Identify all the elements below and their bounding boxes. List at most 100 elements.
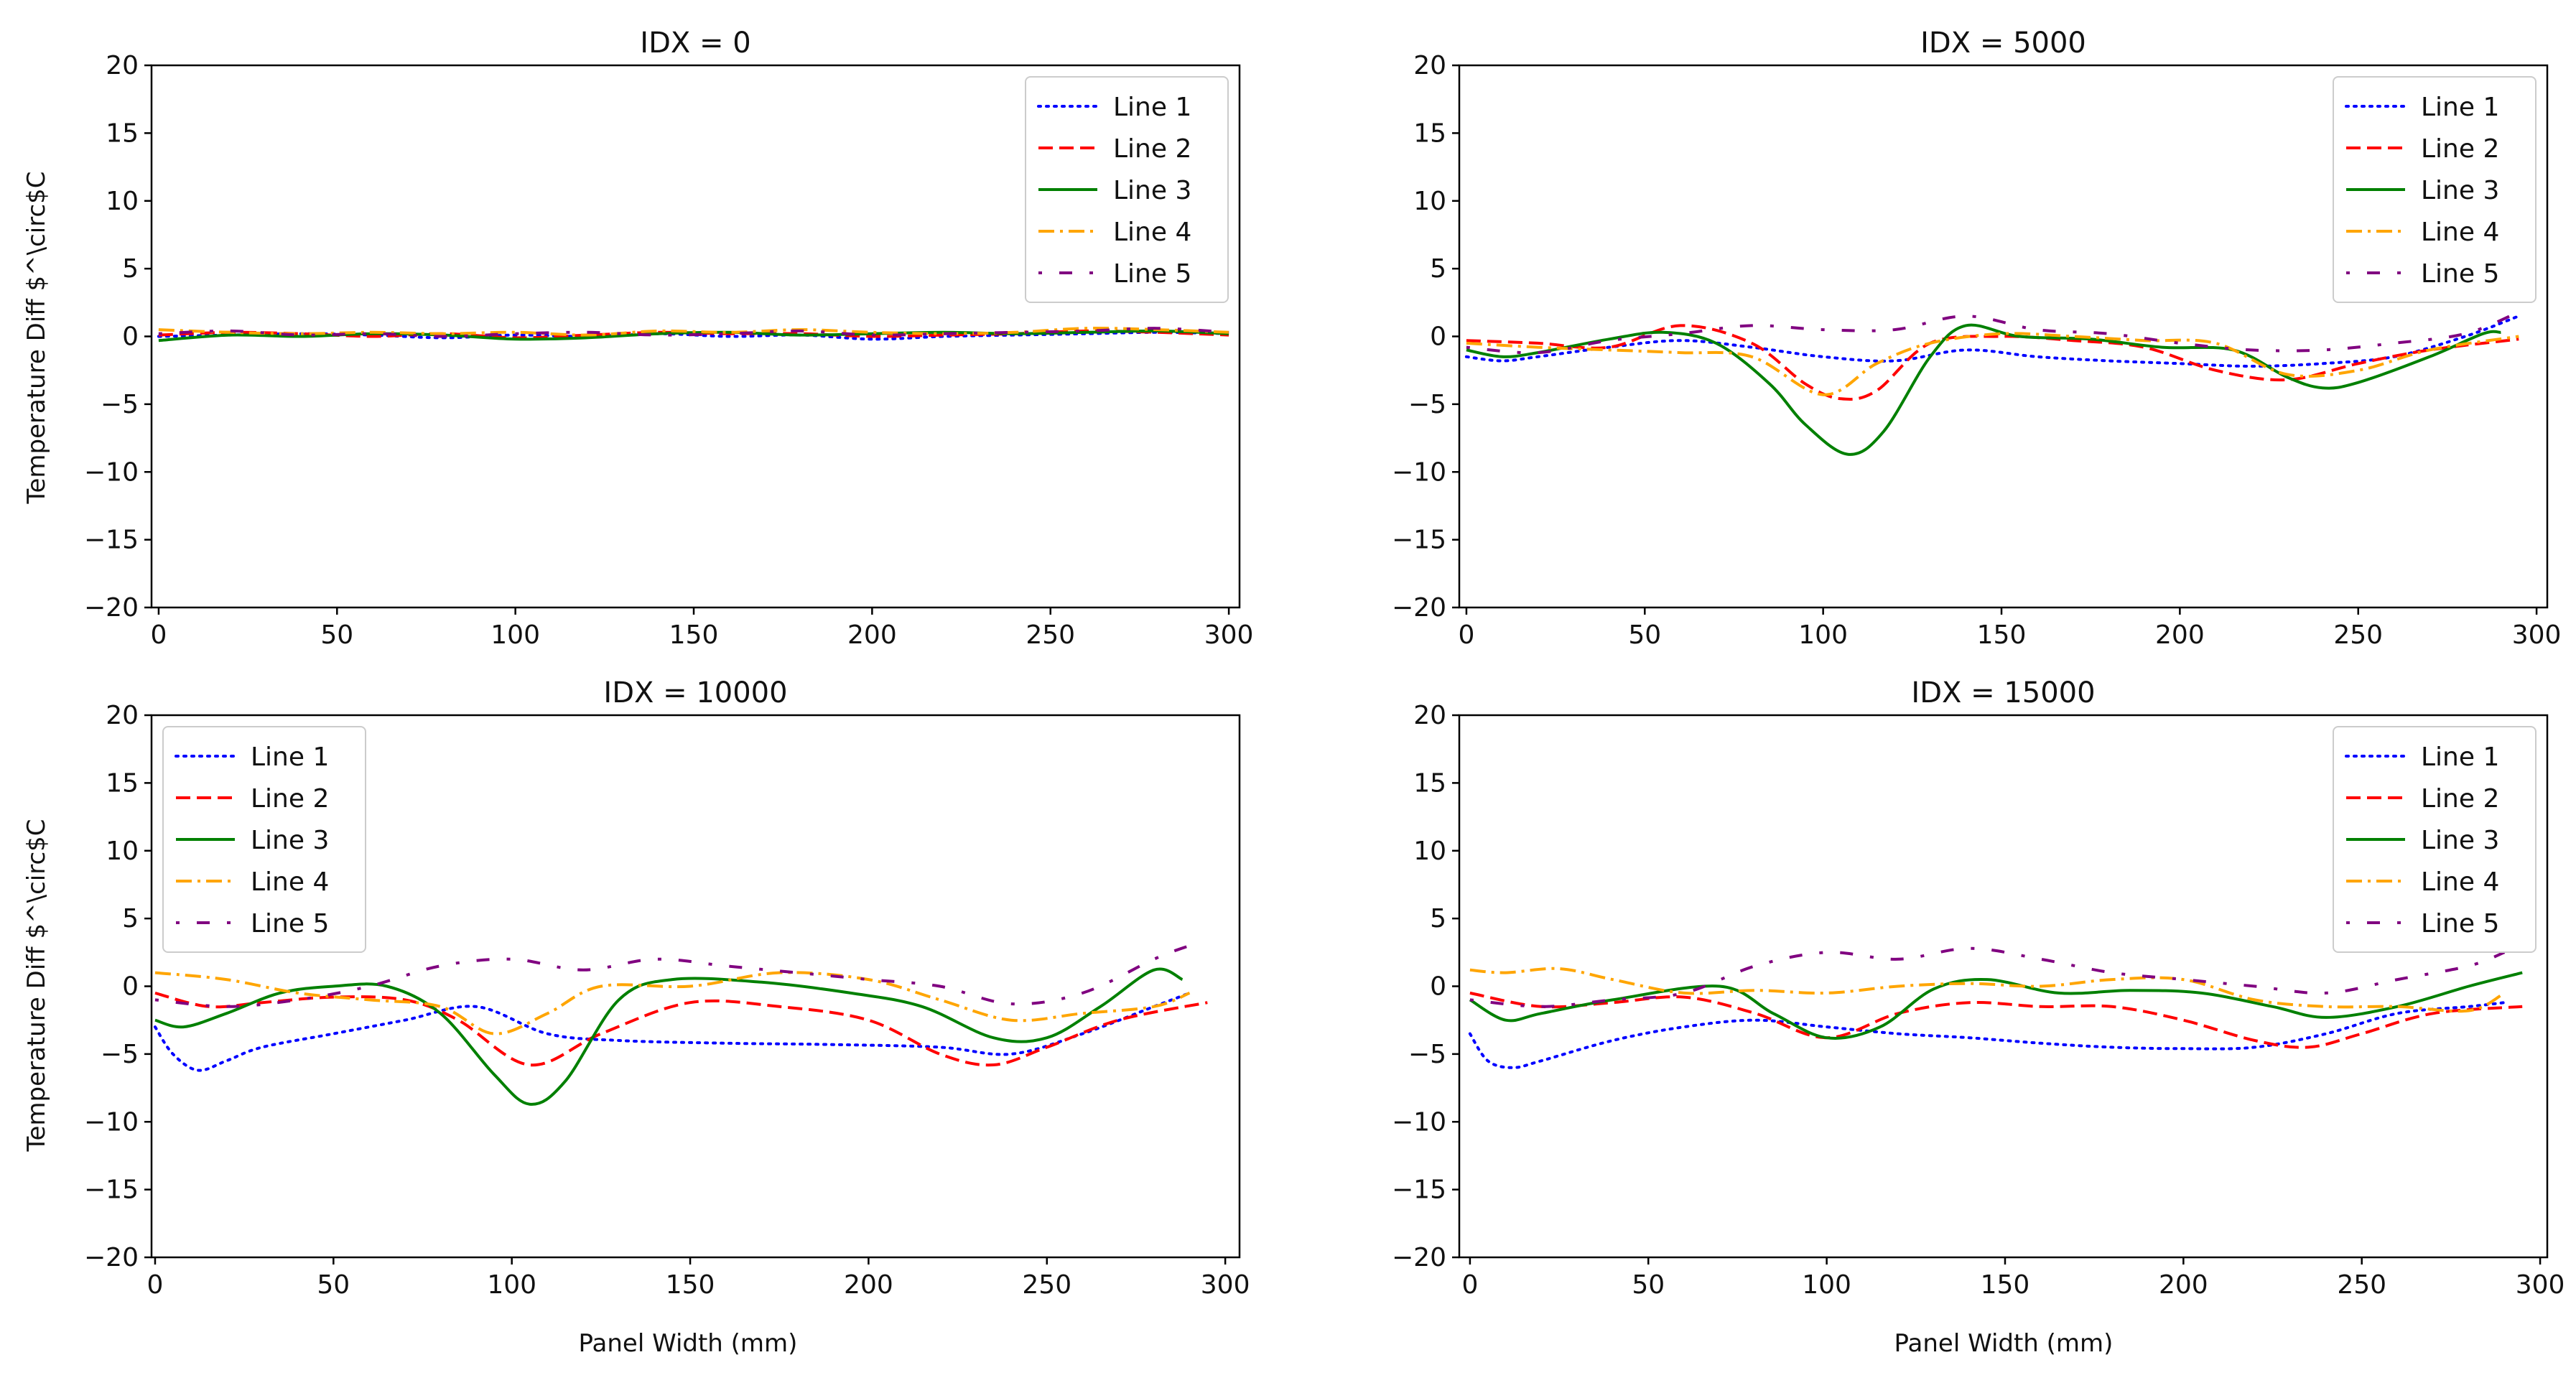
- y-tick-label: 0: [122, 322, 139, 352]
- legend-label-4: Line 4: [251, 867, 329, 897]
- legend-label-1: Line 1: [2421, 742, 2499, 772]
- series-line-3: [154, 967, 1184, 1106]
- legend-box: [2333, 76, 2537, 303]
- y-tick-label: 15: [106, 768, 139, 798]
- x-tick-label: 50: [320, 620, 353, 650]
- y-tick-label: −20: [1392, 1243, 1446, 1272]
- x-tick-label: 100: [1802, 1270, 1851, 1300]
- y-tick-label: −10: [1392, 1107, 1446, 1137]
- legend-label-1: Line 1: [251, 742, 329, 772]
- x-axis-label-right: Panel Width (mm): [1894, 1329, 2114, 1358]
- y-tick-label: 15: [1413, 118, 1446, 148]
- y-tick-label: 0: [122, 972, 139, 1002]
- legend-label-1: Line 1: [2421, 93, 2499, 122]
- subplot-title: IDX = 0: [640, 27, 750, 60]
- y-tick-label: 5: [122, 254, 139, 284]
- y-tick-label: −15: [1392, 526, 1446, 555]
- x-tick-label: 50: [317, 1270, 350, 1300]
- subplot-title: IDX = 15000: [1911, 676, 2095, 709]
- legend-box: [1025, 76, 1229, 303]
- legend-label-1: Line 1: [1113, 93, 1191, 122]
- x-tick-label: 0: [1461, 1270, 1478, 1300]
- y-tick-label: 20: [106, 701, 139, 730]
- series-line-1: [1464, 315, 2521, 368]
- x-tick-label: 300: [2516, 1270, 2565, 1300]
- subplot-idx-0: IDX = 0 0 50 100 150 200 250 300 −20 −15 −10 −5 0 5 10…: [84, 27, 1253, 650]
- y-tick-label: −15: [1392, 1175, 1446, 1205]
- legend-label-2: Line 2: [2421, 784, 2499, 814]
- x-tick-label: 250: [1022, 1270, 1071, 1300]
- series-line-3: [1469, 971, 2523, 1040]
- y-tick-label: 0: [1430, 972, 1446, 1002]
- series-line-5: [1466, 310, 2520, 355]
- x-tick-label: 250: [1026, 620, 1075, 650]
- y-tick-label: 20: [1413, 701, 1446, 730]
- y-tick-label: −10: [84, 1107, 139, 1137]
- series-line-5: [158, 327, 1229, 338]
- legend-label-2: Line 2: [251, 784, 329, 814]
- y-tick-label: 0: [1430, 322, 1446, 352]
- y-tick-label: 10: [106, 187, 139, 216]
- y-tick-label: 5: [1430, 904, 1446, 933]
- y-tick-label: −5: [101, 1040, 139, 1069]
- legend: Line 1 Line 2 Line 3 Line 4 Line 5: [2333, 726, 2537, 953]
- x-tick-label: 300: [1204, 620, 1254, 650]
- x-tick-label: 150: [1981, 1270, 2030, 1300]
- x-tick-label: 150: [669, 620, 719, 650]
- y-tick-label: 20: [1413, 51, 1446, 80]
- legend-label-3: Line 3: [1113, 176, 1191, 205]
- series-group: [1468, 946, 2523, 1069]
- x-tick-label: 250: [2333, 620, 2383, 650]
- legend-box: [162, 726, 366, 953]
- subplot-title: IDX = 5000: [1920, 27, 2086, 60]
- y-tick-label: 5: [122, 904, 139, 933]
- x-tick-label: 300: [2512, 620, 2562, 650]
- legend-label-4: Line 4: [2421, 218, 2499, 247]
- legend-label-5: Line 5: [2421, 259, 2499, 289]
- x-axis-label-left: Panel Width (mm): [579, 1329, 798, 1358]
- series-group: [1464, 310, 2521, 456]
- y-axis-label-top: Temperature Diff $^\circ$C: [22, 171, 51, 504]
- series-line-4: [154, 971, 1191, 1035]
- legend-label-4: Line 4: [1113, 218, 1191, 247]
- x-tick-label: 50: [1628, 620, 1661, 650]
- y-tick-label: 10: [1413, 837, 1446, 866]
- legend: Line 1 Line 2 Line 3 Line 4 Line 5: [2333, 76, 2537, 303]
- legend: Line 1 Line 2 Line 3 Line 4 Line 5: [162, 726, 366, 953]
- y-tick-label: 15: [1413, 768, 1446, 798]
- series-line-2: [154, 991, 1208, 1067]
- x-tick-label: 100: [487, 1270, 536, 1300]
- x-tick-label: 150: [1977, 620, 2027, 650]
- legend-label-5: Line 5: [251, 909, 329, 939]
- series-line-4: [1466, 332, 2519, 396]
- y-tick-label: −20: [1392, 593, 1446, 623]
- y-tick-label: −20: [84, 1243, 139, 1272]
- legend-label-2: Line 2: [2421, 134, 2499, 164]
- y-axis-label-bottom: Temperature Diff $^\circ$C: [22, 819, 51, 1152]
- x-tick-label: 200: [2159, 1270, 2208, 1300]
- series-line-5: [154, 944, 1191, 1008]
- y-tick-label: 20: [106, 51, 139, 80]
- series-line-5: [1469, 946, 2506, 1008]
- legend: Line 1 Line 2 Line 3 Line 4 Line 5: [1025, 76, 1229, 303]
- y-tick-label: −20: [84, 593, 139, 623]
- x-tick-label: 0: [1458, 620, 1474, 650]
- y-tick-label: −10: [84, 457, 139, 487]
- x-tick-label: 200: [2155, 620, 2205, 650]
- subplot-idx-5000: IDX = 5000 0 50 100 150 200 250 300 −20 −15 −10 −5 0…: [1392, 27, 2561, 650]
- legend-label-5: Line 5: [2421, 909, 2499, 939]
- y-tick-label: 5: [1430, 254, 1446, 284]
- series-line-1: [1468, 1001, 2506, 1069]
- x-tick-label: 100: [1798, 620, 1848, 650]
- series-line-4: [158, 327, 1229, 337]
- y-tick-label: 10: [1413, 187, 1446, 216]
- series-line-3: [1466, 323, 2501, 456]
- legend-label-5: Line 5: [1113, 259, 1191, 289]
- y-tick-label: 10: [106, 837, 139, 866]
- y-tick-label: −5: [1408, 1040, 1446, 1069]
- x-tick-label: 200: [844, 1270, 893, 1300]
- x-tick-label: 0: [150, 620, 167, 650]
- series-line-4: [1469, 967, 2506, 1013]
